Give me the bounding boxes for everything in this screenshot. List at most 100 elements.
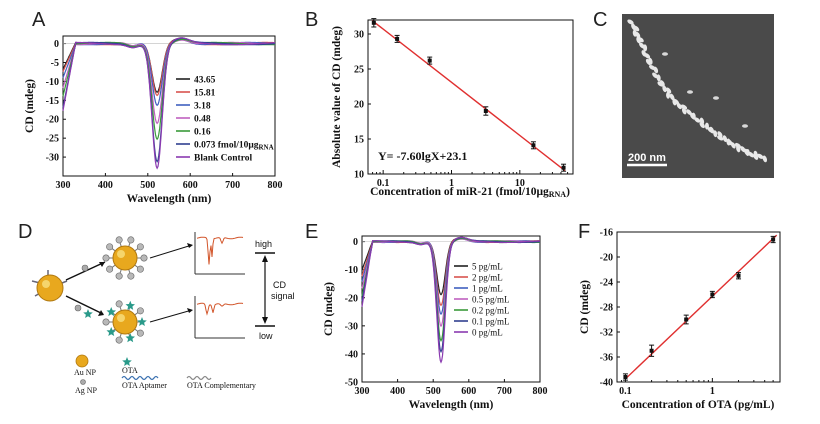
- y-tick-label: -32: [600, 328, 613, 339]
- y-tick-label: -10: [46, 77, 59, 88]
- x-tick-label: 300: [56, 180, 71, 191]
- x-axis-title: Wavelength (nm): [409, 399, 494, 411]
- y-tick-label: 0: [54, 39, 59, 50]
- nanorod: [694, 117, 701, 123]
- y-tick-label: -40: [600, 378, 613, 389]
- y-tick-label: -16: [600, 228, 613, 239]
- ota-star: [106, 307, 116, 317]
- nanorod: [652, 72, 658, 79]
- x-tick-label: 700: [497, 386, 512, 397]
- data-point-1: [395, 36, 400, 41]
- scale-bar-label: 200 nm: [628, 152, 666, 164]
- chart-b: 0.1 1 10 10 15 20 25 30 Y= -7.60lgX+23.1 Concentr…: [331, 18, 574, 199]
- y-axis-title: Absolute value of CD (mdeg): [331, 26, 343, 168]
- y-tick-label: 20: [354, 100, 364, 111]
- nanorod: [726, 138, 731, 146]
- x-tick-label: 800: [268, 180, 283, 191]
- data-point-5: [561, 165, 566, 170]
- nanorod: [643, 44, 648, 52]
- nanorod: [753, 153, 759, 160]
- legend-label-5: 0.073 fmol/10μgRNA: [194, 141, 274, 152]
- chart-e: 300 400 500 600 700 800 0 -10 -20 -30 -40 -50 Wavele…: [323, 235, 548, 411]
- data-point-0: [371, 20, 376, 25]
- x-tick-label: 400: [98, 180, 113, 191]
- cd-signal-label-2: signal: [271, 291, 295, 301]
- chart-f: 0.1 1 -16 -20 -24 -28 -32 -36 -40 Concentration o…: [579, 228, 781, 411]
- x-tick-label: 0.1: [619, 386, 632, 397]
- panel-label-b: B: [305, 9, 318, 31]
- nanorod: [713, 96, 719, 100]
- chart-a: 300 400 500 600 700 800 0 -5 -10 -15 -20 -25 -30 Wave…: [24, 35, 283, 205]
- ag-np-small-icon: [74, 264, 89, 312]
- data-point-4: [531, 143, 536, 148]
- ag-np: [127, 236, 135, 244]
- au-ag-assembly-top-icon: [102, 236, 148, 280]
- fit-line: [624, 234, 778, 380]
- legend-label-6: Blank Control: [194, 154, 253, 164]
- x-tick-label: 800: [533, 386, 548, 397]
- legend-label-1: 15.81: [194, 89, 216, 99]
- nanorod: [662, 85, 667, 93]
- y-tick-label: -36: [600, 353, 613, 364]
- y-tick-label: -10: [345, 265, 358, 276]
- series-line-4: [62, 38, 275, 141]
- ota-star: [106, 327, 116, 336]
- au-np-core: [112, 245, 138, 271]
- arrow-to-spectrum-bottom: [149, 309, 193, 323]
- low-label: low: [259, 331, 273, 341]
- x-tick-label: 0.1: [377, 178, 390, 189]
- arrow-down: [65, 295, 104, 315]
- y-tick-label: -20: [345, 293, 358, 304]
- y-tick-label: 30: [354, 30, 364, 41]
- ag-np: [115, 272, 123, 280]
- nanorod: [757, 153, 764, 159]
- schematic-d: high low CD signal Au NP Ag NP OTA OTA A…: [31, 232, 295, 395]
- y-axis-title: CD (mdeg): [579, 280, 591, 334]
- data-point-4: [736, 273, 741, 278]
- panel-label-e: E: [305, 221, 318, 243]
- nanorod: [744, 148, 749, 156]
- nanorod: [717, 135, 724, 141]
- nanorod: [662, 52, 668, 56]
- nanorod: [748, 151, 754, 158]
- x-axis-end: ): [566, 186, 570, 198]
- data-point-0: [623, 375, 628, 379]
- nanorod: [730, 142, 736, 149]
- series-line-3: [361, 238, 540, 328]
- data-point-3: [483, 109, 488, 113]
- nanorod: [635, 31, 641, 39]
- x-axis-title: Concentration of OTA (pg/mL): [622, 399, 775, 411]
- y-tick-label: -30: [46, 153, 59, 164]
- nanorod: [636, 36, 641, 44]
- y-tick-label: -25: [46, 134, 59, 145]
- ota-molecule-icon: [83, 309, 93, 318]
- y-tick-label: -5: [51, 58, 59, 69]
- au-ag-assembly-bottom-icon: [102, 300, 147, 344]
- high-label: high: [255, 239, 272, 249]
- y-axis-title: CD (mdeg): [24, 79, 36, 133]
- ota-star: [125, 333, 135, 343]
- x-tick-label: 500: [426, 386, 441, 397]
- au-np-start-icon: [31, 270, 68, 302]
- x-tick-label: 1: [449, 178, 454, 189]
- y-tick-label: -28: [600, 303, 613, 314]
- nanorod: [656, 74, 661, 82]
- panel-label-d: D: [18, 221, 32, 243]
- ag-np: [136, 265, 144, 273]
- data-point-5: [771, 237, 776, 242]
- au-np-core: [112, 309, 138, 335]
- y-tick-label: -15: [46, 96, 59, 107]
- legend-label-3: 0.48: [194, 115, 211, 125]
- ag-np-legend-icon: [80, 379, 86, 385]
- x-tick-label: 500: [140, 180, 155, 191]
- ag-np: [115, 236, 123, 244]
- ota-aptamer-label: OTA Aptamer: [122, 381, 167, 390]
- nanorod: [681, 107, 687, 115]
- legend-label-2: 1 pg/mL: [472, 284, 503, 294]
- nanorod: [672, 98, 677, 106]
- nanorod: [713, 130, 718, 138]
- au-np-highlight: [117, 250, 125, 258]
- y-tick-label: -50: [345, 378, 358, 389]
- x-axis-subscript: RNA: [549, 190, 567, 199]
- legend-label-2: 3.18: [194, 102, 211, 112]
